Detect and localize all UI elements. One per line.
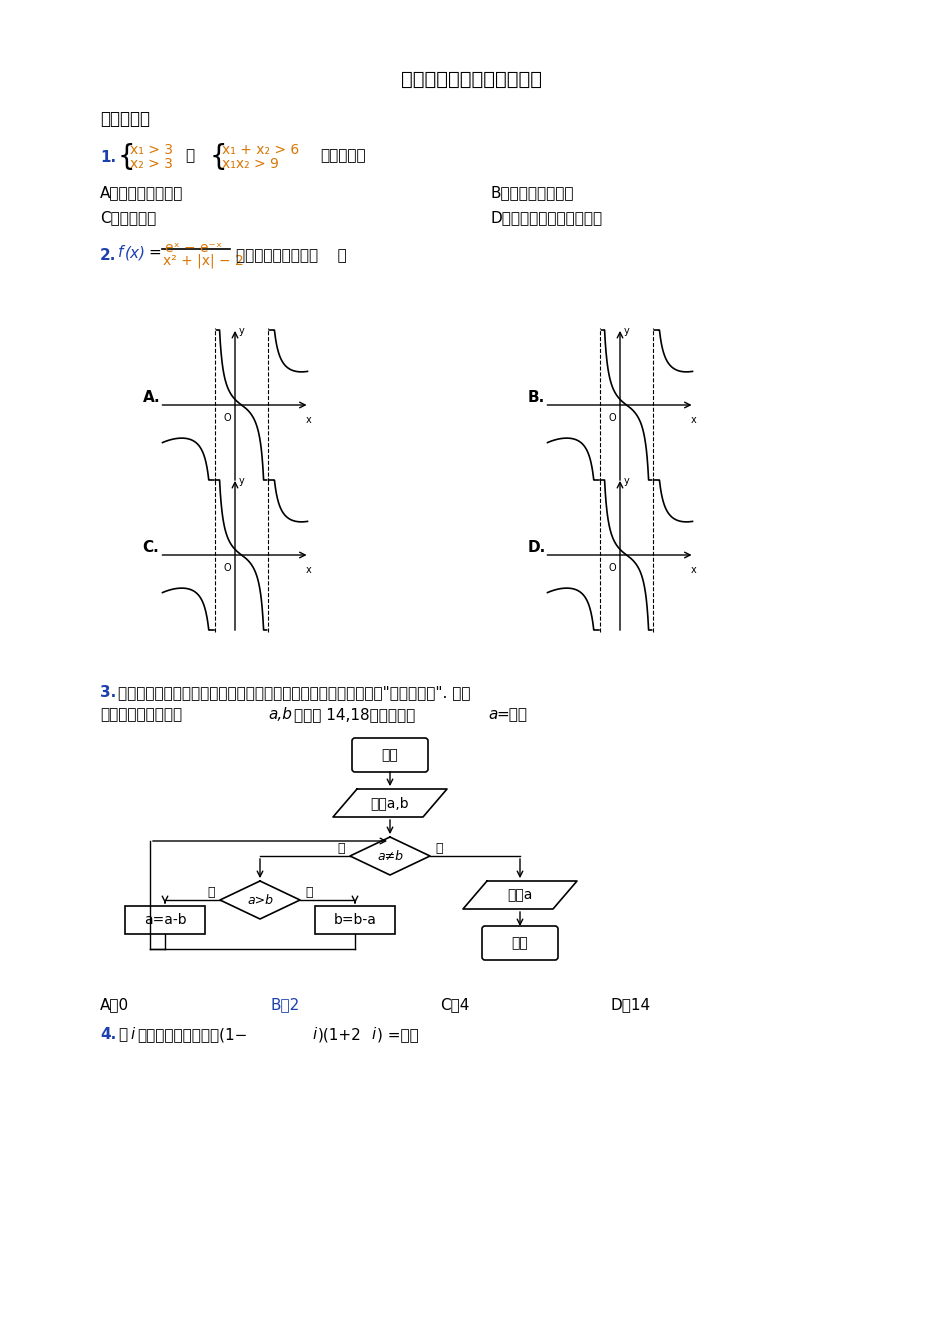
Text: =: = xyxy=(148,245,160,259)
Bar xyxy=(158,325,312,485)
Text: D.: D. xyxy=(527,540,546,555)
FancyBboxPatch shape xyxy=(351,738,428,771)
Text: 输入a,b: 输入a,b xyxy=(370,796,409,810)
Text: C.: C. xyxy=(143,540,160,555)
Polygon shape xyxy=(463,881,577,909)
Text: {: { xyxy=(210,143,228,171)
Polygon shape xyxy=(349,837,430,874)
Text: x: x xyxy=(305,414,311,425)
Text: a>b: a>b xyxy=(246,893,273,906)
Text: 否: 否 xyxy=(434,841,442,854)
Text: 设: 设 xyxy=(118,1027,127,1042)
Text: D．即不充分也不必要条件: D．即不充分也不必要条件 xyxy=(490,210,601,225)
Text: {: { xyxy=(118,143,136,171)
Text: B.: B. xyxy=(527,389,544,405)
Text: 该程序框图，若输入: 该程序框图，若输入 xyxy=(100,707,182,722)
Bar xyxy=(542,325,697,485)
Text: a,b: a,b xyxy=(268,707,292,722)
Text: A．充分不必要条件: A．充分不必要条件 xyxy=(100,185,183,201)
Text: 输出a: 输出a xyxy=(507,888,532,902)
Text: (x): (x) xyxy=(125,245,145,259)
Text: 新高考数学模拟试题带答案: 新高考数学模拟试题带答案 xyxy=(401,70,542,90)
Text: x: x xyxy=(305,566,311,575)
Text: y: y xyxy=(623,326,629,336)
Text: 结束: 结束 xyxy=(511,936,528,951)
Text: a=a-b: a=a-b xyxy=(143,913,186,927)
Text: 否: 否 xyxy=(305,885,312,898)
Bar xyxy=(542,475,697,635)
Text: 是: 是 xyxy=(208,885,215,898)
Polygon shape xyxy=(332,789,447,817)
Text: i: i xyxy=(130,1027,134,1042)
Text: y: y xyxy=(239,326,244,336)
Text: x₁ + x₂ > 6: x₁ + x₂ > 6 xyxy=(222,143,299,156)
Text: a≠b: a≠b xyxy=(377,849,402,862)
Text: 开始: 开始 xyxy=(381,747,398,762)
Text: B．必要不充分条件: B．必要不充分条件 xyxy=(490,185,573,201)
Text: f: f xyxy=(118,245,124,259)
FancyBboxPatch shape xyxy=(481,927,557,960)
Text: O: O xyxy=(608,413,615,422)
Polygon shape xyxy=(220,881,299,919)
Text: ) =（）: ) =（） xyxy=(377,1027,418,1042)
Text: D．14: D．14 xyxy=(610,997,649,1012)
Text: 分别为 14,18，则输出的: 分别为 14,18，则输出的 xyxy=(294,707,414,722)
Bar xyxy=(158,475,312,635)
Text: 一、选择题: 一、选择题 xyxy=(100,110,150,128)
Bar xyxy=(314,906,395,935)
Text: 是虚数单位，则复数(1−: 是虚数单位，则复数(1− xyxy=(137,1027,247,1042)
Bar xyxy=(125,906,205,935)
Text: x: x xyxy=(690,566,696,575)
Text: x₁ > 3: x₁ > 3 xyxy=(130,143,173,156)
Text: y: y xyxy=(239,476,244,487)
Text: A．0: A．0 xyxy=(100,997,129,1012)
Text: C．4: C．4 xyxy=(440,997,469,1012)
Text: B．2: B．2 xyxy=(270,997,299,1012)
Text: 是: 是 xyxy=(337,841,345,854)
Text: C．充要条件: C．充要条件 xyxy=(100,210,156,225)
Text: b=b-a: b=b-a xyxy=(333,913,376,927)
Text: 的部分图象大致是（    ）: 的部分图象大致是（ ） xyxy=(236,247,346,263)
Text: 成立的（）: 成立的（） xyxy=(320,148,365,163)
Text: O: O xyxy=(223,563,230,574)
Text: O: O xyxy=(608,563,615,574)
Text: 右边程序框图的算法思路源于我国古代数学名著《九章算术》中的"更相减损术". 执行: 右边程序框图的算法思路源于我国古代数学名著《九章算术》中的"更相减损术". 执行 xyxy=(118,685,470,701)
Text: x₂ > 3: x₂ > 3 xyxy=(130,156,173,171)
Text: 1.: 1. xyxy=(100,150,116,164)
Text: )(1+2: )(1+2 xyxy=(318,1027,362,1042)
Text: x² + |x| − 2: x² + |x| − 2 xyxy=(162,253,244,267)
Text: a: a xyxy=(487,707,497,722)
Text: 2.: 2. xyxy=(100,247,116,263)
Text: =（）: =（） xyxy=(496,707,527,722)
Text: x: x xyxy=(690,414,696,425)
Text: i: i xyxy=(312,1027,316,1042)
Text: i: i xyxy=(371,1027,375,1042)
Text: 4.: 4. xyxy=(100,1027,116,1042)
Text: A.: A. xyxy=(143,389,160,405)
Text: eˣ − e⁻ˣ: eˣ − e⁻ˣ xyxy=(165,241,222,255)
Text: y: y xyxy=(623,476,629,487)
Text: 3.: 3. xyxy=(100,685,116,701)
Text: 是: 是 xyxy=(185,148,194,163)
Text: x₁x₂ > 9: x₁x₂ > 9 xyxy=(222,156,278,171)
Text: O: O xyxy=(223,413,230,422)
